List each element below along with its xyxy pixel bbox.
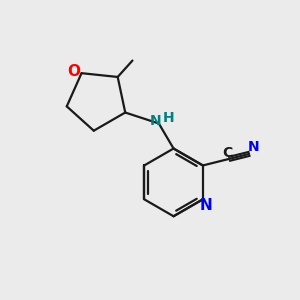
- Text: C: C: [222, 146, 232, 160]
- Text: N: N: [149, 114, 161, 128]
- Text: H: H: [162, 111, 174, 125]
- Text: N: N: [248, 140, 260, 154]
- Text: N: N: [200, 198, 213, 213]
- Text: O: O: [67, 64, 80, 79]
